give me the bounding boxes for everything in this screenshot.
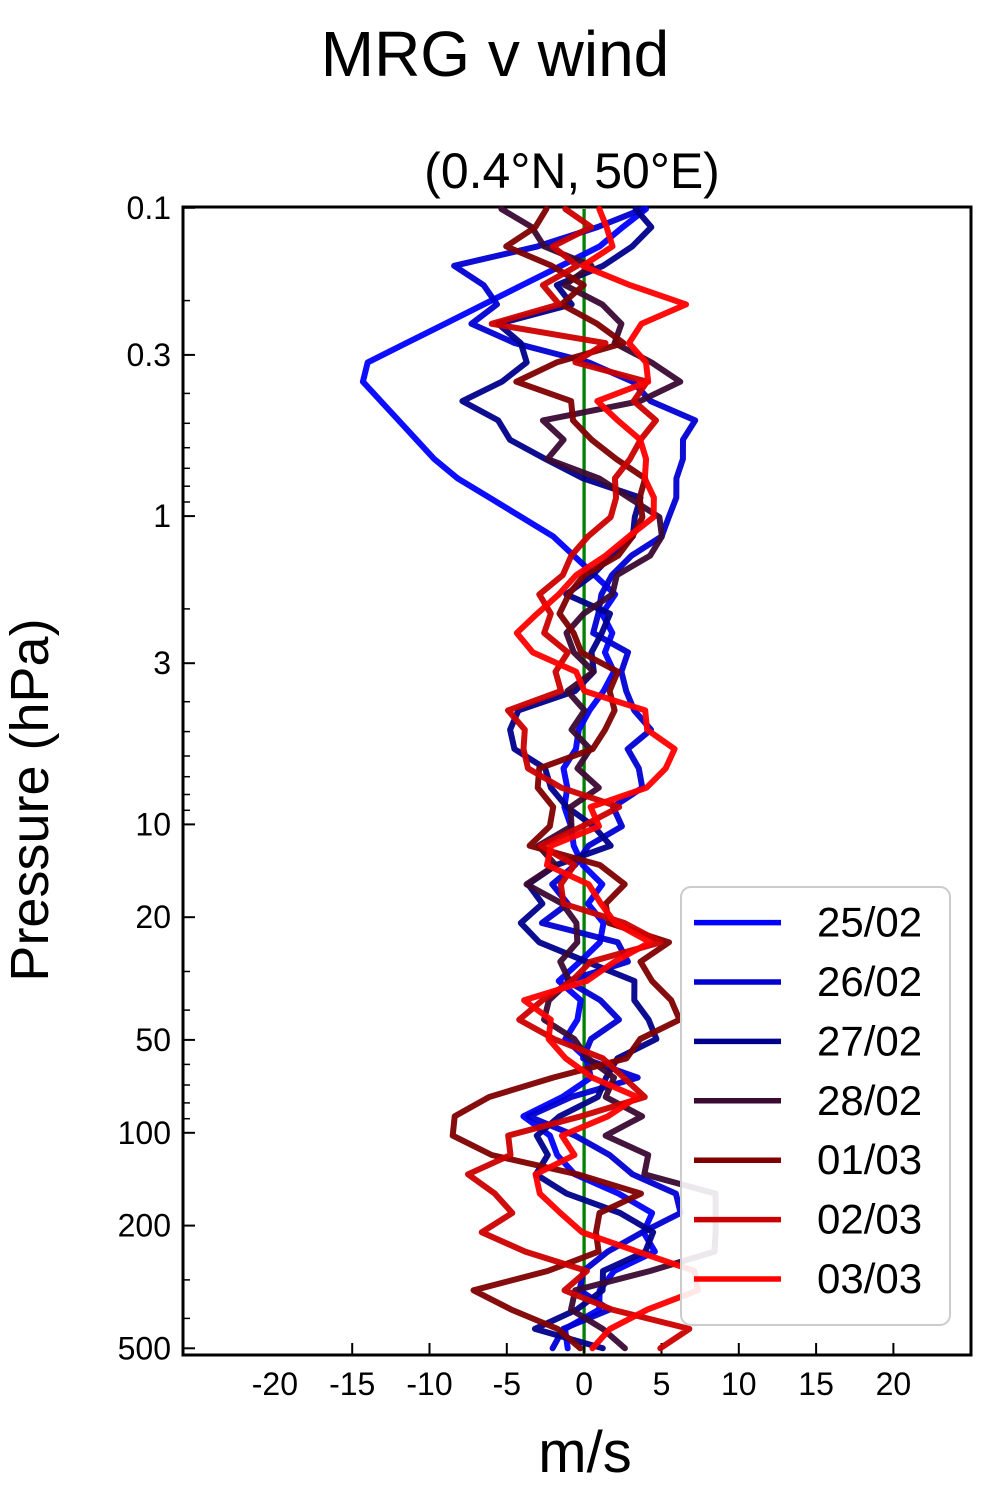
svg-text:0: 0 <box>575 1366 593 1402</box>
svg-text:1: 1 <box>153 498 171 534</box>
svg-text:(0.4°N, 50°E): (0.4°N, 50°E) <box>424 143 720 199</box>
svg-text:15: 15 <box>798 1366 834 1402</box>
svg-text:m/s: m/s <box>538 1420 631 1485</box>
svg-text:0.1: 0.1 <box>127 190 171 226</box>
svg-text:500: 500 <box>118 1330 171 1366</box>
svg-text:Pressure (hPa): Pressure (hPa) <box>0 618 60 981</box>
svg-text:-10: -10 <box>406 1366 452 1402</box>
svg-text:10: 10 <box>721 1366 757 1402</box>
svg-text:01/03: 01/03 <box>817 1136 922 1183</box>
svg-text:200: 200 <box>118 1208 171 1244</box>
svg-text:25/02: 25/02 <box>817 899 922 946</box>
svg-text:0.3: 0.3 <box>127 337 171 373</box>
svg-text:-5: -5 <box>493 1366 521 1402</box>
svg-text:20: 20 <box>135 899 171 935</box>
svg-text:26/02: 26/02 <box>817 958 922 1005</box>
svg-text:27/02: 27/02 <box>817 1017 922 1064</box>
svg-text:10: 10 <box>135 806 171 842</box>
svg-text:02/03: 02/03 <box>817 1196 922 1243</box>
svg-text:28/02: 28/02 <box>817 1077 922 1124</box>
svg-text:MRG v wind: MRG v wind <box>321 18 670 90</box>
svg-text:100: 100 <box>118 1115 171 1151</box>
svg-text:50: 50 <box>135 1022 171 1058</box>
svg-text:-15: -15 <box>329 1366 375 1402</box>
svg-text:20: 20 <box>876 1366 912 1402</box>
svg-text:5: 5 <box>653 1366 671 1402</box>
svg-text:3: 3 <box>153 645 171 681</box>
svg-text:-20: -20 <box>252 1366 298 1402</box>
svg-text:03/03: 03/03 <box>817 1255 922 1302</box>
